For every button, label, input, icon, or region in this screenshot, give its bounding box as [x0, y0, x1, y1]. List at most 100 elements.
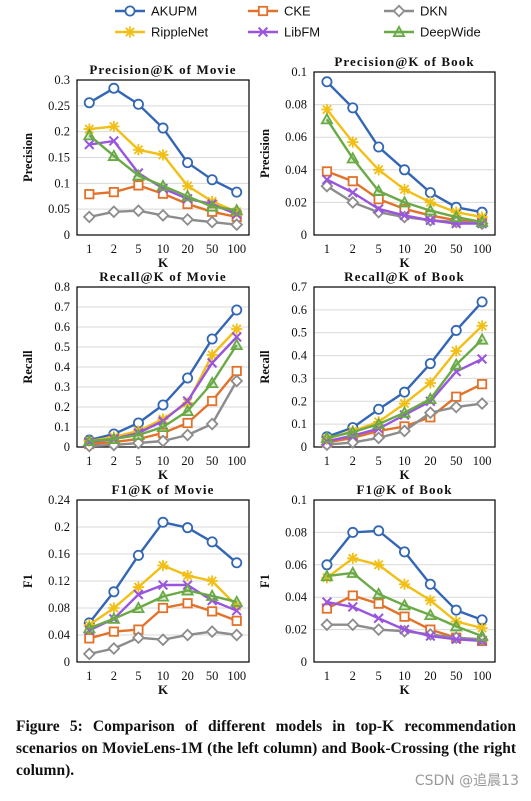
chart-precision-k-of-movie-point-deepwide	[230, 203, 244, 216]
chart-recall-k-of-book-point-dkn	[475, 397, 489, 411]
legend-entry-deepwide: DeepWide	[384, 25, 481, 40]
chart-f1-k-of-book-xtick-label: 50	[450, 669, 463, 683]
chart-f1-k-of-movie-point-deepwide	[107, 611, 121, 624]
chart-precision-k-of-movie-point-deepwide	[107, 148, 121, 161]
chart-recall-k-of-movie-series-dkn	[82, 374, 244, 453]
chart-recall-k-of-book-point-deepwide	[346, 425, 360, 438]
chart-precision-k-of-movie-point-dkn	[230, 218, 244, 232]
chart-recall-k-of-movie-xtick-label: 10	[157, 454, 170, 468]
chart-f1-k-of-book-point-akupm	[450, 604, 462, 616]
chart-f1-k-of-movie-ytick-label: 0.12	[48, 574, 70, 588]
chart-f1-k-of-movie-point-libfm	[133, 589, 144, 600]
chart-f1-k-of-movie-xtick-label: 20	[181, 669, 194, 683]
chart-f1-k-of-book-point-libfm	[321, 596, 333, 608]
chart-precision-k-of-movie-series-ripplenet	[83, 120, 243, 218]
chart-f1-k-of-book-point-ripplenet	[373, 559, 385, 571]
chart-f1-k-of-movie-point-akupm	[132, 549, 144, 561]
chart-recall-k-of-movie-point-libfm	[207, 357, 218, 369]
chart-recall-k-of-movie-xtick-label: 100	[227, 454, 246, 468]
chart-recall-k-of-movie-point-deepwide	[82, 434, 96, 447]
chart-f1-k-of-book-series-akupm	[321, 525, 488, 626]
chart-precision-k-of-book-point-libfm	[399, 210, 410, 221]
chart-f1-k-of-book-point-cke	[399, 611, 410, 622]
chart-recall-k-of-book-line-deepwide	[326, 338, 483, 440]
legend-label-cke: CKE	[284, 4, 311, 19]
chart-f1-k-of-movie-xtick-label: 100	[227, 669, 246, 683]
chart-precision-k-of-book-xtick-label: 5	[376, 242, 382, 256]
chart-f1-k-of-movie-point-akupm	[231, 557, 243, 569]
legend: AKUPM CKE DKN RippleNet LibFM DeepWide	[115, 4, 481, 40]
legend-entry-libfm: LibFM	[248, 25, 320, 40]
chart-recall-k-of-book-point-ripplenet	[398, 397, 411, 410]
legend-entry-ripplenet: RippleNet	[115, 25, 208, 40]
chart-precision-k-of-book-xtick-label: 1	[324, 242, 330, 256]
chart-recall-k-of-book-ytick-label: 0.2	[291, 394, 307, 408]
legend-label-libfm: LibFM	[284, 25, 320, 40]
chart-recall-k-of-book-xtick-label: 10	[398, 454, 411, 468]
chart-recall-k-of-movie-point-akupm	[231, 304, 243, 316]
chart-f1-k-of-movie-point-dkn	[131, 631, 145, 645]
chart-f1-k-of-book-point-cke	[321, 603, 333, 614]
chart-precision-k-of-movie-point-cke	[133, 180, 144, 191]
chart-f1-k-of-book-xtick-label: 5	[376, 669, 382, 683]
chart-recall-k-of-movie-point-libfm	[182, 395, 193, 407]
chart-precision-k-of-book-point-libfm	[425, 215, 436, 226]
chart-f1-k-of-movie-point-ripplenet	[206, 575, 218, 587]
chart-f1-k-of-book-point-ripplenet	[476, 622, 488, 634]
chart-precision-k-of-movie-point-akupm	[132, 98, 144, 110]
chart-f1-k-of-movie-point-ripplenet	[181, 570, 194, 582]
chart-f1-k-of-book-point-deepwide	[475, 629, 489, 642]
chart-precision-k-of-book-xtick-label: 2	[350, 242, 356, 256]
chart-f1-k-of-book-point-ripplenet	[321, 572, 333, 584]
chart-f1-k-of-book-point-dkn	[372, 623, 386, 637]
chart-precision-k-of-movie-line-deepwide	[88, 134, 237, 212]
chart-f1-k-of-movie-point-cke	[157, 602, 169, 614]
chart-f1-k-of-book-point-ripplenet	[398, 578, 411, 590]
chart-precision-k-of-book-ytick-label: 0	[301, 228, 307, 242]
chart-f1-k-of-movie-ylabel: F1	[21, 574, 35, 588]
chart-recall-k-of-book-ytick-label: 0.6	[291, 303, 307, 317]
chart-precision-k-of-movie-xtick-label: 5	[135, 242, 141, 256]
chart-recall-k-of-book-point-deepwide	[320, 430, 334, 443]
chart-recall-k-of-book-series-dkn	[320, 397, 489, 452]
chart-f1-k-of-movie-point-dkn	[82, 647, 96, 661]
chart-f1-k-of-book-ytick-label: 0.06	[285, 558, 307, 572]
chart-precision-k-of-movie-point-ripplenet	[157, 149, 169, 161]
chart-f1-k-of-book-point-akupm	[398, 546, 410, 558]
chart-precision-k-of-book-point-deepwide	[397, 195, 412, 208]
chart-recall-k-of-book-xtick-label: 50	[450, 454, 463, 468]
chart-recall-k-of-movie-point-dkn	[181, 428, 195, 442]
chart-precision-k-of-movie-point-ripplenet	[231, 206, 243, 218]
chart-precision-k-of-movie-point-akupm	[231, 186, 243, 198]
chart-recall-k-of-book-point-ripplenet	[373, 416, 385, 428]
chart-recall-k-of-movie-ytick-label: 0.1	[54, 420, 70, 434]
chart-recall-k-of-movie-xtick-label: 1	[86, 454, 92, 468]
chart-recall-k-of-movie-ytick-label: 0.8	[54, 280, 70, 294]
chart-f1-k-of-movie-xtick-label: 50	[206, 669, 219, 683]
chart-f1-k-of-movie-point-akupm	[206, 536, 218, 548]
chart-recall-k-of-movie-point-deepwide	[205, 376, 219, 389]
chart-recall-k-of-book-ytick-label: 0.1	[291, 417, 307, 431]
chart-recall-k-of-movie-point-ripplenet	[157, 413, 169, 425]
chart-recall-k-of-movie-ytick-label: 0.7	[54, 300, 70, 314]
chart-f1-k-of-book-line-deepwide	[326, 571, 483, 638]
chart-f1-k-of-book-point-dkn	[346, 618, 360, 632]
chart-recall-k-of-book-xtick-label: 100	[473, 454, 492, 468]
chart-recall-k-of-book-point-ripplenet	[476, 320, 488, 332]
chart-precision-k-of-movie-title: Precision@K of Movie	[89, 62, 236, 77]
chart-f1-k-of-movie-point-akupm	[108, 586, 120, 598]
chart-precision-k-of-book-xtick-label: 10	[398, 242, 411, 256]
chart-f1-k-of-book-point-deepwide	[449, 619, 463, 632]
chart-f1-k-of-book-point-deepwide	[346, 565, 360, 578]
chart-recall-k-of-movie-xtick-label: 20	[181, 454, 194, 468]
chart-recall-k-of-movie-point-dkn	[205, 417, 219, 431]
chart-precision-k-of-movie-point-akupm	[206, 174, 218, 186]
legend-marker-ripplenet	[124, 26, 136, 38]
chart-precision-k-of-book-point-deepwide	[423, 203, 437, 216]
chart-precision-k-of-movie-point-ripplenet	[181, 180, 194, 192]
legend-marker-akupm	[124, 5, 136, 17]
chart-recall-k-of-book-xlabel: K	[399, 467, 410, 482]
chart-recall-k-of-movie-xlabel: K	[158, 467, 169, 482]
chart-precision-k-of-movie-ytick-label: 0.1	[54, 176, 70, 190]
chart-precision-k-of-movie-xtick-label: 50	[206, 242, 219, 256]
